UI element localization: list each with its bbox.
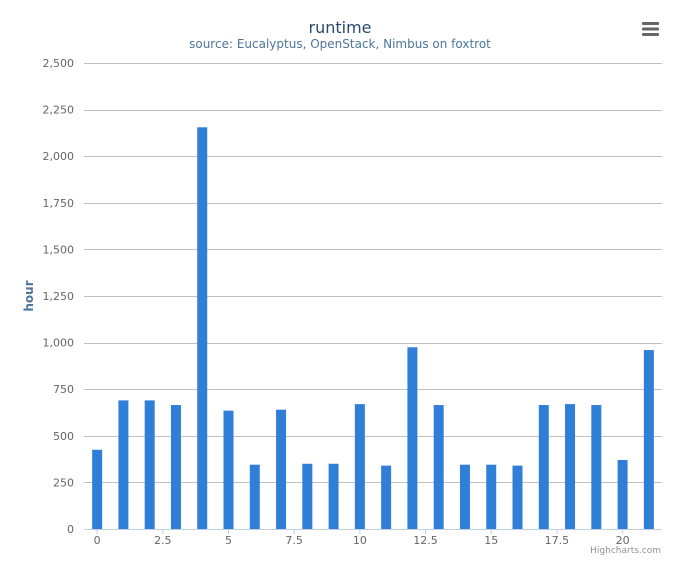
bar[interactable] bbox=[302, 463, 313, 529]
bar[interactable] bbox=[407, 347, 418, 529]
grid-lines bbox=[84, 63, 662, 483]
bar[interactable] bbox=[118, 400, 129, 529]
bar[interactable] bbox=[433, 405, 444, 529]
bar[interactable] bbox=[538, 405, 549, 529]
y-tick-label: 1,250 bbox=[43, 290, 75, 303]
y-tick-label: 750 bbox=[53, 383, 74, 396]
bar[interactable] bbox=[328, 463, 339, 529]
y-axis-ticks: 0 250 500 750 1,000 1,250 1,500 1,750 2,000 2,250… bbox=[43, 57, 75, 536]
bar[interactable] bbox=[565, 404, 576, 529]
hamburger-menu-icon bbox=[642, 22, 659, 36]
y-tick-label: 250 bbox=[53, 476, 74, 489]
y-tick-label: 1,500 bbox=[43, 243, 75, 256]
y-tick-label: 2,500 bbox=[43, 57, 75, 70]
y-tick-label: 500 bbox=[53, 430, 74, 443]
bar[interactable] bbox=[249, 464, 260, 529]
bar[interactable] bbox=[459, 464, 470, 529]
bar[interactable] bbox=[144, 400, 155, 529]
bar[interactable] bbox=[486, 464, 497, 529]
bar[interactable] bbox=[197, 127, 208, 530]
bar[interactable] bbox=[354, 404, 365, 529]
y-tick-label: 2,000 bbox=[43, 150, 75, 163]
bar[interactable] bbox=[643, 350, 654, 529]
bar[interactable] bbox=[276, 409, 287, 529]
chart-subtitle: source: Eucalyptus, OpenStack, Nimbus on… bbox=[189, 37, 491, 51]
x-tick-label: 20 bbox=[616, 534, 630, 547]
x-tick-label: 12.5 bbox=[413, 534, 438, 547]
x-tick-label: 2.5 bbox=[154, 534, 172, 547]
x-tick-label: 5 bbox=[225, 534, 232, 547]
chart-title: runtime bbox=[308, 18, 371, 37]
bar[interactable] bbox=[591, 405, 602, 529]
y-axis-label: hour bbox=[22, 280, 36, 311]
x-tick-label: 10 bbox=[353, 534, 367, 547]
x-tick-label: 15 bbox=[484, 534, 498, 547]
bar[interactable] bbox=[512, 465, 523, 529]
bar[interactable] bbox=[170, 405, 181, 529]
bar[interactable] bbox=[381, 465, 392, 529]
credits-link[interactable]: Highcharts.com bbox=[590, 546, 661, 556]
bar[interactable] bbox=[223, 410, 234, 529]
x-tick-label: 0 bbox=[94, 534, 101, 547]
bar-series bbox=[92, 127, 654, 530]
bar[interactable] bbox=[617, 460, 628, 529]
x-tick-label: 17.5 bbox=[545, 534, 570, 547]
y-tick-label: 1,750 bbox=[43, 197, 75, 210]
x-tick-label: 7.5 bbox=[285, 534, 303, 547]
chart-menu-button[interactable] bbox=[636, 16, 666, 42]
y-tick-label: 0 bbox=[67, 523, 74, 536]
y-tick-label: 1,000 bbox=[43, 337, 75, 350]
x-axis-ticks: 0 2.5 5 7.5 10 12.5 15 17.5 20 bbox=[94, 529, 630, 547]
y-tick-label: 2,250 bbox=[43, 104, 75, 117]
bar[interactable] bbox=[92, 449, 103, 529]
